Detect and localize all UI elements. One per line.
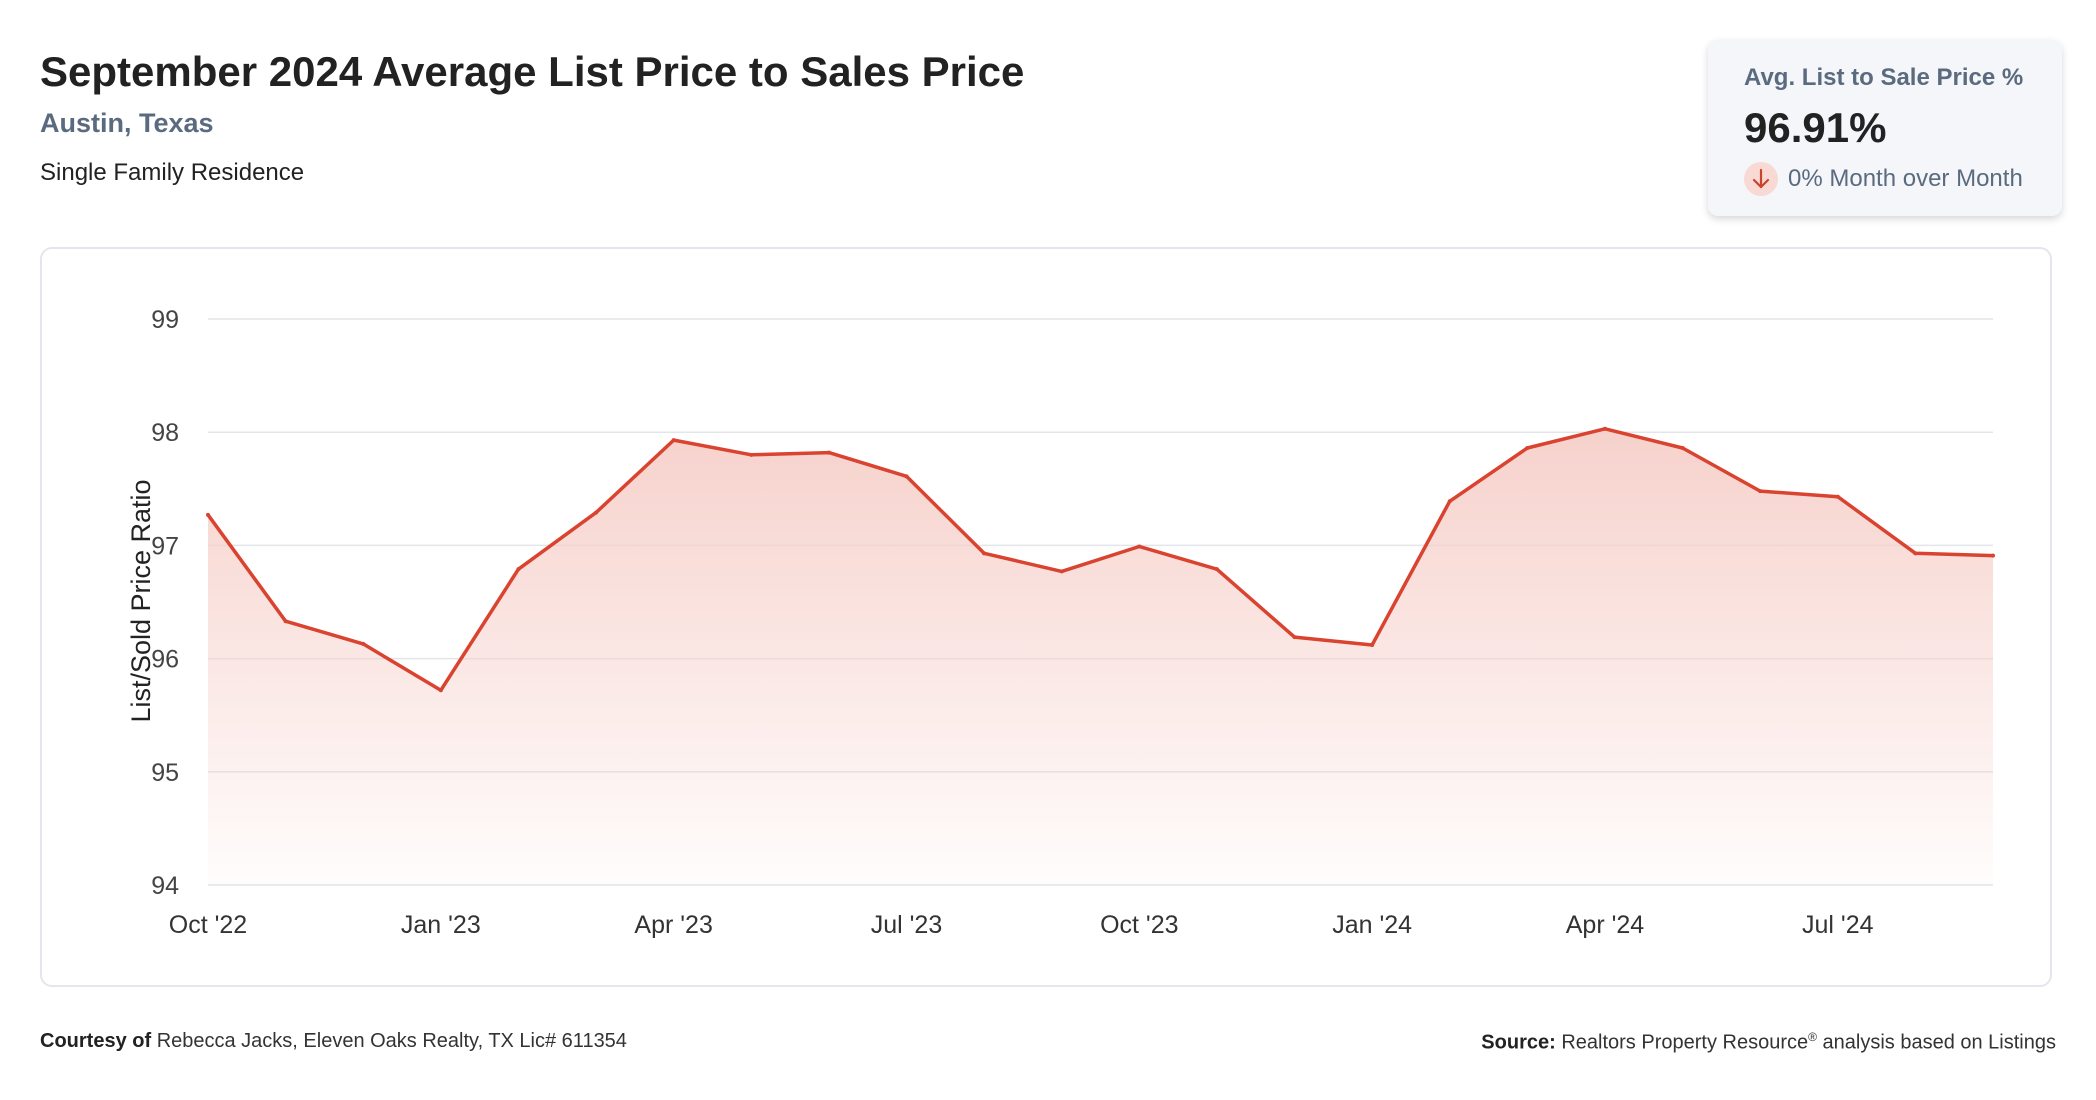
x-tick-label: Jan '23	[401, 911, 481, 939]
x-tick-label: Jan '24	[1332, 911, 1412, 939]
data-point[interactable]	[594, 510, 599, 515]
kpi-card: Avg. List to Sale Price % 96.91% 0% Mont…	[1708, 40, 2062, 216]
data-point[interactable]	[749, 452, 754, 457]
footer-source: Source: Realtors Property Resource® anal…	[1481, 1030, 2056, 1055]
location-label: Austin, Texas	[40, 108, 214, 138]
line-chart: 94 95 96 97 98 99 Oct '22 Jan '23 Apr '23 Jul '2…	[126, 306, 1995, 939]
kpi-change-text: 0% Month over Month	[1788, 165, 2023, 192]
data-point[interactable]	[904, 474, 909, 479]
data-point[interactable]	[1602, 426, 1607, 431]
data-point[interactable]	[826, 450, 831, 455]
data-point[interactable]	[1913, 551, 1918, 556]
y-tick-label: 96	[151, 646, 179, 674]
data-point[interactable]	[982, 551, 987, 556]
data-point[interactable]	[1214, 567, 1219, 572]
y-tick-label: 97	[151, 532, 179, 560]
data-point[interactable]	[1680, 446, 1685, 451]
data-point[interactable]	[361, 641, 366, 646]
y-tick-label: 99	[151, 306, 179, 334]
x-tick-label: Oct '22	[169, 911, 247, 939]
x-tick-label: Apr '24	[1566, 911, 1645, 939]
data-point[interactable]	[1059, 569, 1064, 574]
data-point[interactable]	[438, 688, 443, 693]
arrow-down-icon	[1744, 162, 1778, 196]
header: September 2024 Average List Price to Sal…	[40, 44, 1024, 187]
x-tick-label: Jul '24	[1802, 911, 1874, 939]
chart-panel: 94 95 96 97 98 99 Oct '22 Jan '23 Apr '23 Jul '2…	[40, 247, 2052, 987]
data-point[interactable]	[1447, 499, 1452, 504]
data-point[interactable]	[1370, 643, 1375, 648]
data-point[interactable]	[206, 512, 210, 517]
courtesy-text: Rebecca Jacks, Eleven Oaks Realty, TX Li…	[156, 1030, 627, 1052]
y-tick-label: 94	[151, 872, 179, 900]
data-point[interactable]	[1835, 494, 1840, 499]
series-area	[208, 428, 1993, 885]
page-title: September 2024 Average List Price to Sal…	[40, 48, 1025, 95]
data-point[interactable]	[1137, 544, 1142, 549]
data-point[interactable]	[1991, 553, 1995, 558]
data-point[interactable]	[1758, 489, 1763, 494]
data-point[interactable]	[516, 567, 521, 572]
property-type-label: Single Family Residence	[40, 159, 305, 186]
y-tick-label: 95	[151, 759, 179, 787]
data-point[interactable]	[1292, 635, 1297, 640]
source-label: Source:	[1481, 1031, 1556, 1054]
data-point[interactable]	[671, 438, 676, 443]
kpi-label: Avg. List to Sale Price %	[1744, 64, 2024, 91]
source-text: Realtors Property Resource	[1561, 1031, 1809, 1054]
kpi-value: 96.91%	[1744, 104, 1887, 151]
source-suffix: analysis based on Listings	[1822, 1031, 2056, 1054]
data-point[interactable]	[1525, 446, 1530, 451]
x-tick-label: Oct '23	[1100, 911, 1178, 939]
x-tick-label: Apr '23	[634, 911, 712, 939]
footer-courtesy: Courtesy of Rebecca Jacks, Eleven Oaks R…	[40, 1030, 627, 1053]
courtesy-label: Courtesy of	[40, 1030, 152, 1052]
y-axis-label: List/Sold Price Ratio	[126, 479, 156, 722]
x-tick-label: Jul '23	[871, 911, 942, 939]
y-tick-label: 98	[151, 419, 179, 447]
series-line	[206, 427, 1995, 693]
kpi-change: 0% Month over Month	[1744, 162, 2062, 196]
data-point[interactable]	[283, 619, 288, 624]
registered-mark: ®	[1808, 1030, 1817, 1044]
